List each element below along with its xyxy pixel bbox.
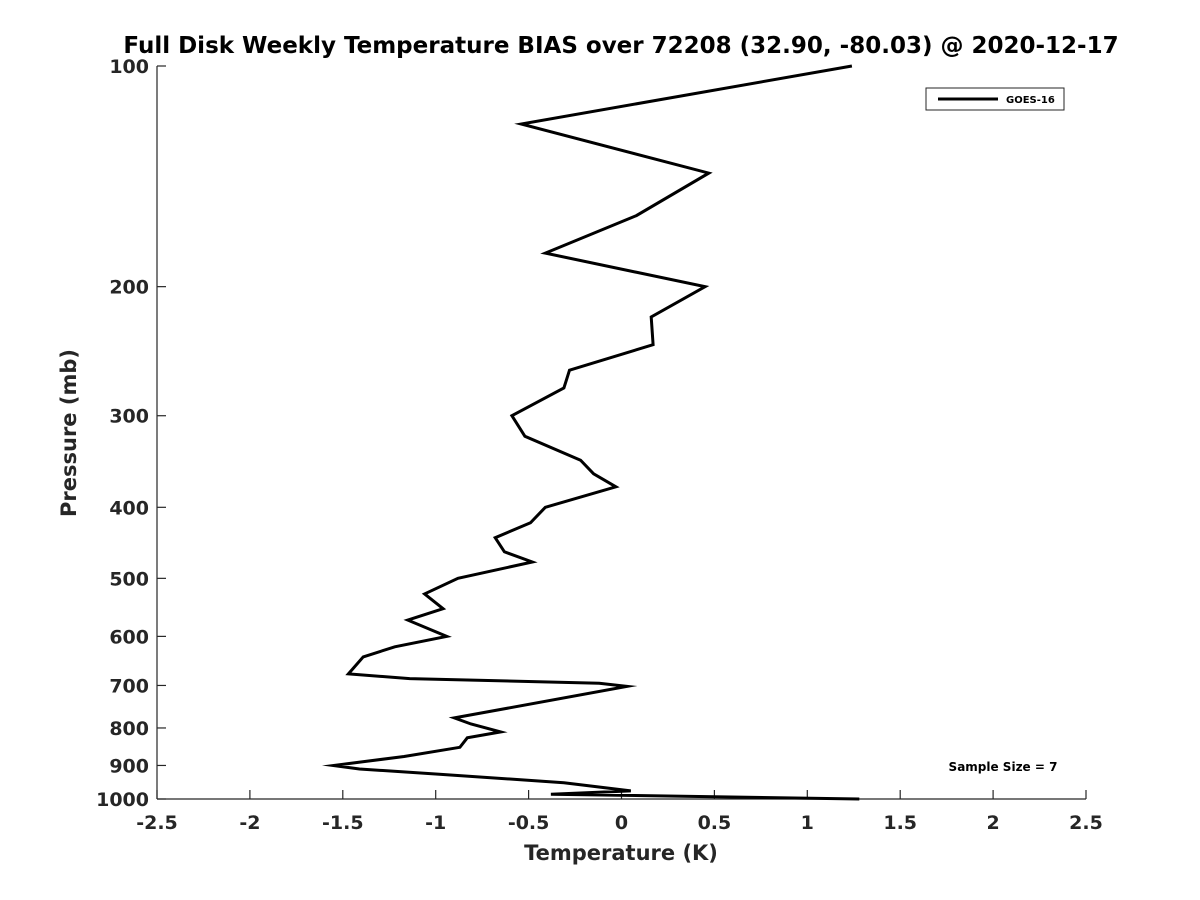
x-tick-label: 1 bbox=[801, 812, 814, 834]
y-tick-label: 300 bbox=[109, 406, 149, 428]
y-axis: 100 200 300 400 500 600 700 800 900 1000 bbox=[96, 56, 166, 811]
x-tick-label: -0.5 bbox=[508, 812, 550, 834]
x-tick-label: 1.5 bbox=[883, 812, 917, 834]
x-tick-label: -2.5 bbox=[136, 812, 178, 834]
y-tick-label: 800 bbox=[109, 718, 149, 740]
legend: GOES-16 bbox=[925, 87, 1065, 111]
legend-label-goes-16: GOES-16 bbox=[1006, 95, 1055, 106]
x-axis-label: Temperature (K) bbox=[524, 841, 718, 865]
y-tick-label: 700 bbox=[109, 675, 149, 697]
y-tick-label: 900 bbox=[109, 755, 149, 777]
y-axis-label: Pressure (mb) bbox=[57, 349, 81, 517]
y-tick-label: 400 bbox=[109, 497, 149, 519]
x-tick-label: 2 bbox=[986, 812, 999, 834]
x-tick-label: -2 bbox=[239, 812, 260, 834]
y-tick-label: 1000 bbox=[96, 789, 149, 811]
x-tick-label: -1.5 bbox=[322, 812, 364, 834]
y-tick-label: 100 bbox=[109, 56, 149, 78]
x-tick-label: 0 bbox=[615, 812, 628, 834]
series-line-goes-16 bbox=[321, 64, 860, 801]
y-tick-label: 200 bbox=[109, 277, 149, 299]
x-tick-label: 2.5 bbox=[1069, 812, 1103, 834]
x-tick-label: 0.5 bbox=[698, 812, 732, 834]
series-layer bbox=[321, 64, 860, 801]
plot-area: -2.5 -2 -1.5 -1 -0.5 0 0.5 1 1.5 2 2.5 100 200 300 40… bbox=[96, 56, 1103, 834]
sample-size-annotation: Sample Size = 7 bbox=[949, 760, 1058, 774]
chart-title: Full Disk Weekly Temperature BIAS over 7… bbox=[123, 33, 1118, 59]
x-tick-label: -1 bbox=[425, 812, 446, 834]
y-tick-label: 600 bbox=[109, 626, 149, 648]
y-tick-label: 500 bbox=[109, 568, 149, 590]
